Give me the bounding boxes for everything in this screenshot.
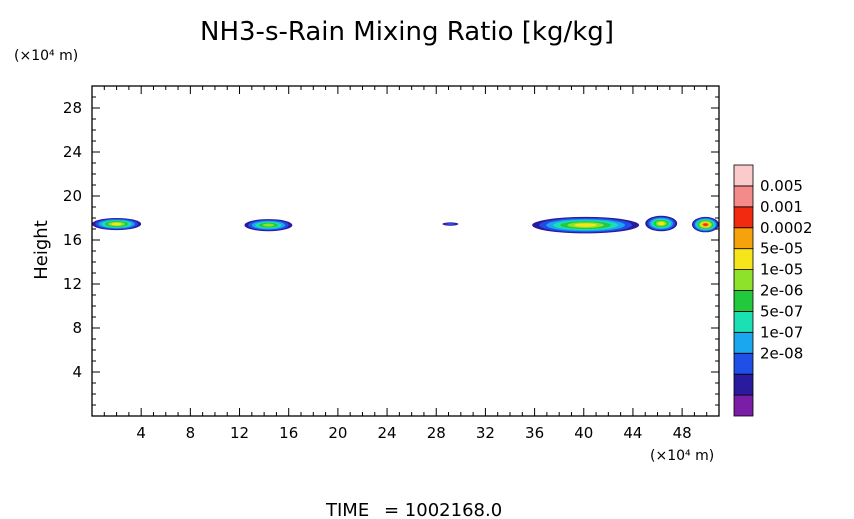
colorbar-label: 1e-07 (760, 323, 803, 341)
contour-region (244, 219, 293, 232)
y-axis-label: Height (31, 220, 52, 280)
colorbar-swatch (733, 394, 754, 417)
y-tick-label: 28 (63, 99, 82, 117)
colorbar-swatch (733, 164, 754, 187)
colorbar-swatch (733, 269, 754, 291)
y-tick-label: 4 (72, 363, 82, 381)
colorbar-label: 1e-05 (760, 261, 803, 279)
colorbar-label: 0.005 (760, 177, 803, 195)
y-tick-label: 24 (63, 143, 82, 161)
x-tick-label: 20 (328, 424, 347, 442)
x-tick-label: 4 (136, 424, 146, 442)
x-tick-label: 12 (230, 424, 249, 442)
contour-region (532, 216, 640, 234)
x-tick-label: 48 (673, 424, 692, 442)
x-tick-label: 24 (378, 424, 397, 442)
contour-fills (92, 215, 719, 234)
colorbar-swatch (733, 352, 754, 375)
x-tick-label: 40 (574, 424, 593, 442)
x-tick-label: 16 (279, 424, 298, 442)
colorbar-label: 2e-06 (760, 282, 803, 300)
x-tick-label: 32 (476, 424, 495, 442)
y-tick-label: 8 (72, 319, 82, 337)
colorbar-swatch (733, 227, 754, 250)
x-tick-label: 8 (186, 424, 196, 442)
plot-frame (91, 85, 720, 417)
y-tick-label: 12 (63, 275, 82, 293)
contour-band (703, 223, 708, 226)
colorbar-swatch (733, 311, 754, 333)
x-tick-label: 44 (623, 424, 642, 442)
colorbar-label: 0.0002 (760, 219, 813, 237)
contour-region (645, 215, 678, 232)
colorbar-swatch (733, 206, 754, 229)
contour-band (262, 223, 275, 227)
contour-band (657, 221, 665, 226)
contour-band (111, 222, 122, 226)
time-value: = 1002168.0 (384, 500, 502, 519)
colorbar: 0.005 0.001 0.0002 5e-05 1e-05 2e-06 5e-07 1e-0… (733, 164, 813, 417)
colorbar-swatch (733, 331, 754, 354)
x-tick-label: 36 (525, 424, 544, 442)
y-tick-label: 16 (63, 231, 82, 249)
colorbar-label: 5e-07 (760, 302, 803, 320)
y-tick-label: 20 (63, 187, 82, 205)
time-label: TIME (325, 500, 369, 519)
x-tick-label: 28 (427, 424, 446, 442)
colorbar-label: 5e-05 (760, 240, 803, 258)
colorbar-label: 2e-08 (760, 344, 803, 362)
x-unit-label: (×10⁴ m) (650, 448, 714, 464)
colorbar-label: 0.001 (760, 198, 803, 216)
colorbar-swatch (733, 185, 754, 208)
contour-band (445, 223, 456, 226)
y-unit-label: (×10⁴ m) (14, 48, 78, 64)
contour-region (442, 222, 459, 226)
colorbar-swatch (733, 248, 754, 270)
contour-region (691, 216, 719, 233)
chart-title: NH3-s-Rain Mixing Ratio [kg/kg] (200, 17, 614, 47)
contour-region (92, 218, 142, 231)
colorbar-swatch (733, 373, 754, 396)
contour-band (574, 223, 597, 227)
colorbar-swatch (733, 290, 754, 312)
